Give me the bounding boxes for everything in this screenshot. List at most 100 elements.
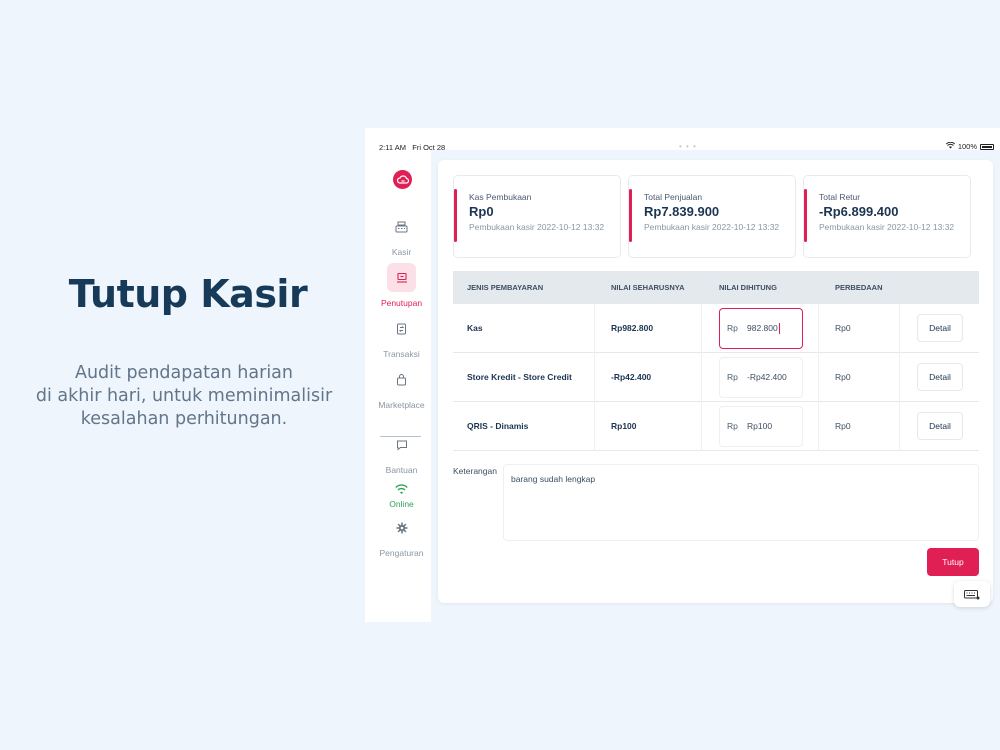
- sidebar-item-bantuan[interactable]: Bantuan: [365, 430, 438, 475]
- column-header: JENIS PEMBAYARAN: [467, 283, 544, 292]
- notes-label: Keterangan: [453, 466, 497, 476]
- card-label: Total Retur: [819, 192, 861, 202]
- sidebar-item-label: Bantuan: [385, 465, 418, 475]
- column-separator: [899, 304, 900, 353]
- register-icon: [387, 212, 416, 241]
- closing-icon: [387, 263, 416, 292]
- difference-value: Rp0: [835, 421, 851, 431]
- card-label: Total Penjualan: [644, 192, 703, 202]
- promo-desc-line: Audit pendapatan harian: [74, 363, 293, 383]
- sidebar-item-label: Marketplace: [378, 400, 425, 410]
- column-separator: [594, 353, 595, 402]
- counted-value: 982.800: [747, 323, 778, 333]
- card-value: -Rp6.899.400: [819, 204, 899, 219]
- status-time: 2:11 AM Fri Oct 28: [379, 143, 446, 152]
- card-subtext: Pembukaan kasir 2022-10-12 13:32: [469, 222, 605, 232]
- sidebar-item-penutupan[interactable]: Penutupan: [365, 263, 438, 308]
- column-separator: [818, 353, 819, 402]
- currency-prefix: Rp: [727, 372, 738, 382]
- detail-button[interactable]: Detail: [917, 412, 963, 440]
- card-value: Rp7.839.900: [644, 204, 720, 219]
- column-separator: [899, 402, 900, 451]
- sidebar-item-online: Online: [365, 481, 438, 509]
- sidebar-item-label: Kasir: [391, 247, 412, 257]
- sidebar-item-kasir[interactable]: Kasir: [365, 212, 438, 257]
- promo-title: Tutup Kasir: [68, 272, 308, 316]
- close-register-button[interactable]: Tutup: [927, 548, 979, 576]
- column-separator: [701, 402, 702, 451]
- text-caret: [778, 322, 780, 334]
- expected-value: -Rp42.400: [611, 372, 652, 382]
- currency-prefix: Rp: [727, 323, 738, 333]
- sidebar-item-transaksi[interactable]: Transaksi: [365, 314, 438, 359]
- table-row: Kas Rp982.800 Rp 982.800 Rp0 Detail: [453, 304, 979, 353]
- summary-card-total-retur: Total Retur -Rp6.899.400 Pembukaan kasir…: [803, 175, 971, 258]
- table-row: Store Kredit - Store Credit -Rp42.400 Rp…: [453, 353, 979, 402]
- gear-icon: [387, 513, 416, 542]
- column-separator: [594, 402, 595, 451]
- card-accent-bar: [454, 189, 457, 242]
- battery-percent: 100%: [957, 142, 977, 151]
- card-accent-bar: [629, 189, 632, 242]
- promo-desc-line: kesalahan perhitungan.: [80, 409, 288, 429]
- status-right: 100%: [945, 141, 994, 151]
- status-bar: 2:11 AM Fri Oct 28 • • • 100%: [365, 128, 1000, 152]
- counted-value: -Rp42.400: [747, 372, 787, 382]
- sidebar-item-marketplace[interactable]: Marketplace: [365, 365, 438, 410]
- column-separator: [701, 353, 702, 402]
- bag-icon: [387, 365, 416, 394]
- sidebar-item-pengaturan[interactable]: Pengaturan: [365, 513, 438, 558]
- closing-panel: Kas Pembukaan Rp0 Pembukaan kasir 2022-1…: [438, 160, 993, 603]
- keyboard-icon[interactable]: [954, 581, 990, 607]
- chat-icon: [387, 430, 416, 459]
- column-header: PERBEDAAN: [835, 283, 883, 292]
- column-header: NILAI SEHARUSNYA: [611, 283, 685, 292]
- table-row: QRIS - Dinamis Rp100 Rp Rp100 Rp0 Detail: [453, 402, 979, 451]
- difference-value: Rp0: [835, 372, 851, 382]
- card-subtext: Pembukaan kasir 2022-10-12 13:32: [819, 222, 955, 232]
- currency-prefix: Rp: [727, 421, 738, 431]
- summary-card-total-penjualan: Total Penjualan Rp7.839.900 Pembukaan ka…: [628, 175, 796, 258]
- multitask-dots: • • •: [679, 142, 697, 151]
- difference-value: Rp0: [835, 323, 851, 333]
- table-header: JENIS PEMBAYARAN NILAI SEHARUSNYA NILAI …: [453, 271, 979, 304]
- card-label: Kas Pembukaan: [469, 192, 532, 202]
- payment-table: JENIS PEMBAYARAN NILAI SEHARUSNYA NILAI …: [453, 271, 979, 451]
- promo-description: Audit pendapatan harian di akhir hari, u…: [0, 362, 368, 431]
- payment-type: Store Kredit - Store Credit: [467, 372, 572, 382]
- expected-value: Rp982.800: [611, 323, 654, 333]
- wifi-icon: [387, 481, 416, 497]
- expected-value: Rp100: [611, 421, 637, 431]
- column-separator: [818, 304, 819, 353]
- notes-textarea[interactable]: barang sudah lengkap: [503, 464, 979, 541]
- wifi-status-icon: [945, 141, 955, 151]
- counted-value: Rp100: [747, 421, 773, 431]
- column-separator: [701, 304, 702, 353]
- sidebar-item-label: Penutupan: [380, 298, 423, 308]
- main-content: Kas Pembukaan Rp0 Pembukaan kasir 2022-1…: [431, 150, 1000, 622]
- counted-value-input[interactable]: Rp -Rp42.400: [719, 356, 803, 398]
- tablet-screen: 2:11 AM Fri Oct 28 • • • 100% Kasir Penu…: [365, 128, 1000, 622]
- sidebar-item-label: Online: [389, 499, 414, 509]
- detail-button[interactable]: Detail: [917, 314, 963, 342]
- battery-icon: [980, 143, 994, 150]
- detail-button[interactable]: Detail: [917, 363, 963, 391]
- card-accent-bar: [804, 189, 807, 242]
- column-separator: [594, 304, 595, 353]
- card-subtext: Pembukaan kasir 2022-10-12 13:32: [644, 222, 780, 232]
- payment-type: QRIS - Dinamis: [467, 421, 529, 431]
- column-separator: [818, 402, 819, 451]
- counted-value-input[interactable]: Rp 982.800: [719, 307, 803, 349]
- sidebar: Kasir Penutupan Transaksi Marketplace: [365, 150, 438, 622]
- counted-value-input[interactable]: Rp Rp100: [719, 405, 803, 447]
- summary-card-kas-pembukaan: Kas Pembukaan Rp0 Pembukaan kasir 2022-1…: [453, 175, 621, 258]
- card-value: Rp0: [469, 204, 494, 219]
- sidebar-divider: [380, 436, 421, 437]
- receipt-icon: [387, 314, 416, 343]
- column-header: NILAI DIHITUNG: [719, 283, 777, 292]
- app-logo-icon: [393, 170, 412, 189]
- sidebar-item-label: Transaksi: [383, 349, 420, 359]
- payment-type: Kas: [467, 323, 483, 333]
- promo-desc-line: di akhir hari, untuk meminimalisir: [35, 386, 333, 406]
- sidebar-item-label: Pengaturan: [379, 548, 424, 558]
